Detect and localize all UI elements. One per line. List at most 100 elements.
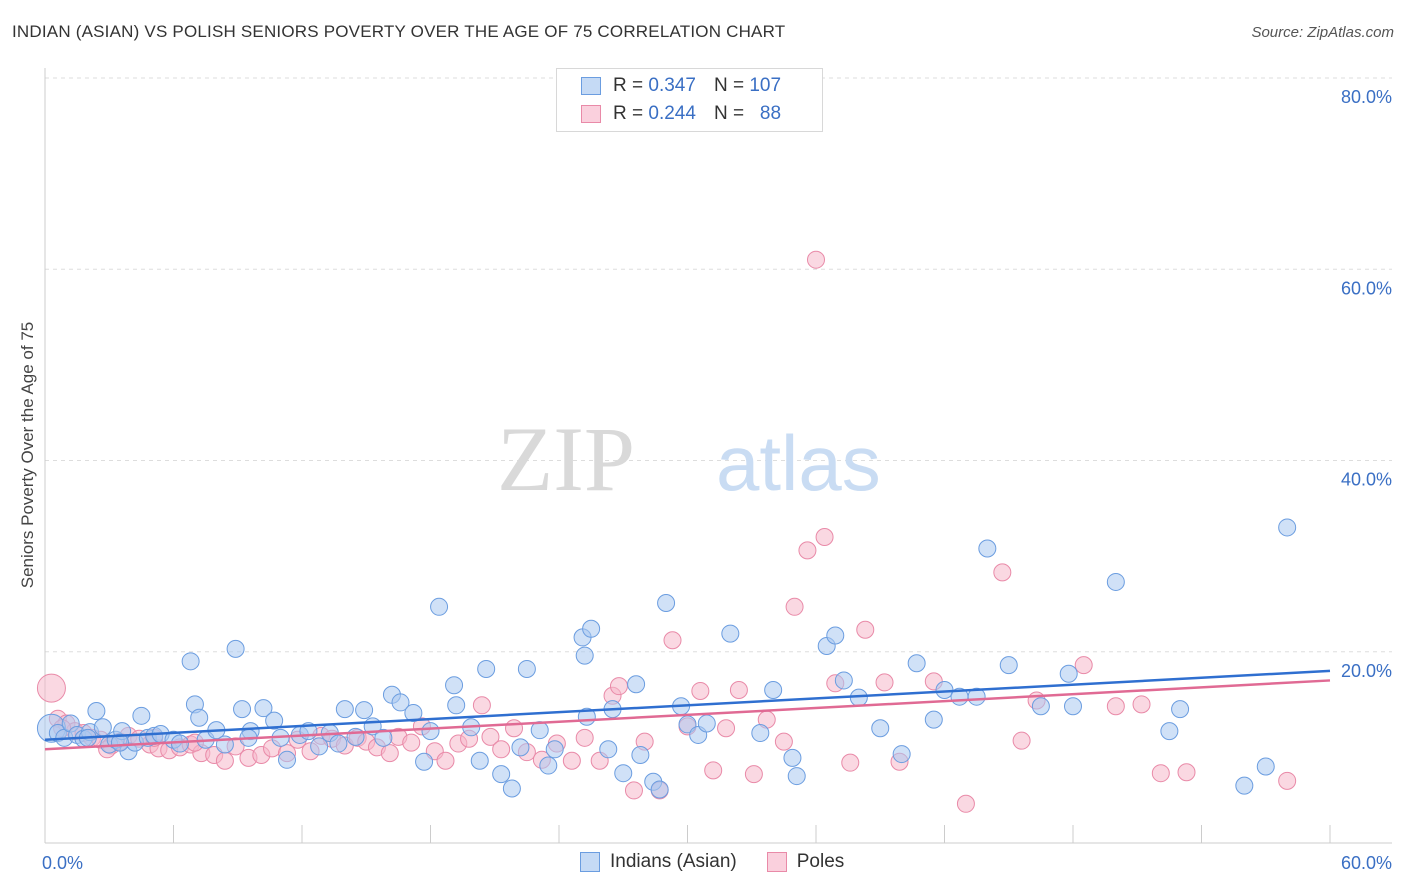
data-point [924, 710, 943, 729]
data-point [502, 779, 521, 798]
r-label: R = [613, 75, 644, 96]
data-point [978, 539, 997, 558]
data-point [1132, 695, 1151, 714]
data-point [87, 702, 106, 721]
data-point [265, 711, 284, 730]
data-point [834, 671, 853, 690]
data-point [1106, 697, 1125, 716]
data-point [472, 696, 491, 715]
data-point [575, 646, 594, 665]
data-point [346, 727, 365, 746]
data-point [717, 719, 736, 738]
data-point [110, 733, 129, 752]
data-point [751, 724, 770, 743]
data-point [798, 541, 817, 560]
data-point [511, 738, 530, 757]
n-label: N = [713, 75, 745, 96]
data-point [999, 656, 1018, 675]
data-point [783, 748, 802, 767]
data-point [233, 700, 252, 719]
data-point [421, 722, 440, 741]
data-point [624, 781, 643, 800]
data-point [391, 693, 410, 712]
data-point [907, 654, 926, 673]
source-label: Source: ZipAtlas.com [1251, 24, 1394, 41]
data-point [430, 597, 449, 616]
data-point [380, 744, 399, 763]
legend-swatch-pink [581, 105, 601, 123]
gridlines [45, 77, 1392, 653]
data-point [1031, 697, 1050, 716]
data-point [254, 699, 273, 718]
n-value: 107 [749, 75, 782, 96]
y-tick-label: 60.0% [1341, 278, 1392, 298]
data-point [481, 727, 500, 746]
data-point [1106, 572, 1125, 591]
trend-line-indians [44, 669, 1331, 741]
data-point [562, 751, 581, 770]
data-point [614, 764, 633, 783]
watermark-atlas: atlas [716, 419, 881, 507]
y-tick-label: 80.0% [1341, 87, 1392, 107]
data-point [956, 794, 975, 813]
data-point [355, 701, 374, 720]
data-point [1012, 731, 1031, 750]
data-point [1171, 700, 1190, 719]
r-value: 0.347 [648, 75, 696, 96]
n-label: N = [713, 103, 745, 124]
data-point [492, 740, 511, 759]
data-point [627, 675, 646, 694]
data-point [575, 728, 594, 747]
data-point [278, 750, 297, 769]
data-point [704, 761, 723, 780]
data-point [374, 728, 393, 747]
data-point [132, 706, 151, 725]
data-point [1278, 518, 1297, 537]
data-point [93, 718, 112, 737]
data-point [436, 751, 455, 770]
data-point [826, 626, 845, 645]
data-point [477, 659, 496, 678]
legend-row-indians: R = 0.347 N = 107 [581, 74, 781, 98]
data-point [1235, 776, 1254, 795]
data-point [190, 708, 209, 727]
data-point [1064, 697, 1082, 716]
legend-item-indians: Indians (Asian) [580, 851, 737, 873]
data-point [1256, 757, 1275, 776]
series-poles [36, 250, 1297, 813]
data-point [785, 597, 804, 616]
trend-line-poles [44, 679, 1331, 751]
data-point [663, 631, 682, 650]
data-point [967, 687, 986, 706]
data-point [539, 756, 558, 775]
data-point [1151, 764, 1170, 783]
x-tick-label-max: 60.0% [1341, 853, 1392, 873]
stats-legend: R = 0.347 N = 107 R = 0.244 N = 88 [556, 68, 823, 132]
legend-swatch-blue [580, 852, 600, 872]
tick-labels: 20.0% 40.0% 60.0% 80.0% 0.0% 60.0% [42, 87, 1392, 873]
data-point [470, 751, 489, 770]
data-point [335, 700, 354, 719]
data-point [841, 753, 860, 772]
data-point [445, 676, 464, 695]
data-point [721, 624, 740, 643]
legend-item-poles: Poles [766, 851, 845, 873]
r-label: R = [613, 103, 644, 124]
data-point [807, 250, 825, 269]
data-point [892, 745, 911, 764]
axes [44, 68, 1392, 844]
data-point [329, 734, 348, 753]
data-point [545, 740, 564, 759]
y-tick-label: 20.0% [1341, 661, 1392, 681]
data-point [582, 619, 601, 638]
data-point [764, 681, 783, 699]
data-point [1059, 664, 1078, 683]
watermark: ZIP atlas [497, 408, 881, 510]
data-point [505, 719, 524, 738]
legend-row-poles: R = 0.244 N = 88 [581, 102, 781, 126]
data-point [492, 765, 511, 784]
data-point [744, 765, 763, 784]
data-point [856, 620, 875, 639]
legend-label: Poles [796, 851, 845, 872]
x-tick-label-min: 0.0% [42, 853, 83, 873]
